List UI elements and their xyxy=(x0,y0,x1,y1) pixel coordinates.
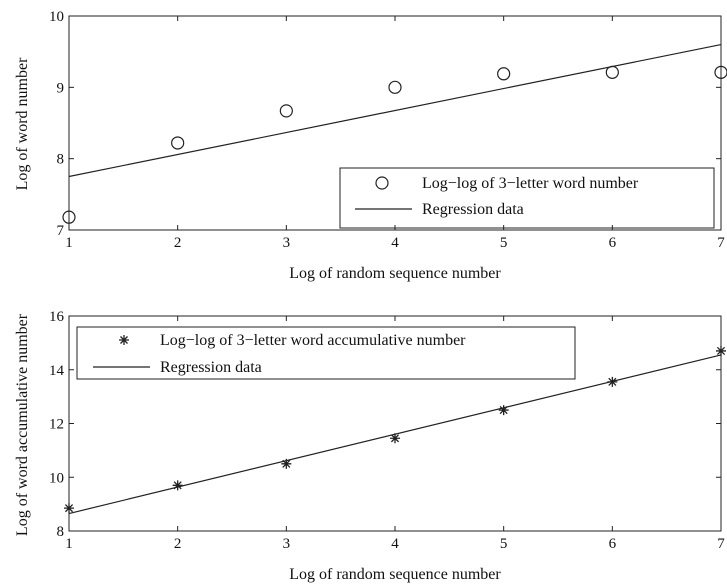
top-y-tick-label: 7 xyxy=(57,223,65,239)
bottom-y-tick-label: 14 xyxy=(49,363,65,379)
top-data-point xyxy=(171,136,185,150)
top-legend-circle-marker xyxy=(375,176,389,190)
top-plot-frame xyxy=(68,15,722,231)
bottom-data-point xyxy=(716,345,726,356)
top-legend: Log−log of 3−letter word number Regressi… xyxy=(339,167,715,229)
bottom-x-tick-label: 7 xyxy=(717,536,725,552)
bottom-data-point xyxy=(281,458,292,469)
top-y-tick-label: 9 xyxy=(57,80,65,96)
bottom-x-tick-label: 1 xyxy=(65,536,73,552)
bottom-legend-box xyxy=(76,326,576,380)
top-x-tick-label: 3 xyxy=(283,235,291,251)
top-x-tick-label: 7 xyxy=(717,235,725,251)
top-x-tick-label: 6 xyxy=(609,235,617,251)
bottom-data-point xyxy=(172,480,183,491)
bottom-legend-star-marker xyxy=(119,335,129,345)
bottom-legend-label-series-1: Log−log of 3−letter word accumulative nu… xyxy=(160,332,466,349)
top-data-point xyxy=(62,210,76,224)
bottom-legend-label-series-2: Regression data xyxy=(160,359,262,376)
top-y-tick-label: 8 xyxy=(57,152,65,168)
chart-top: Log of random sequence number Log of wor… xyxy=(14,9,727,282)
bottom-y-axis-label: Log of word accumulative number xyxy=(14,313,31,536)
bottom-data-point xyxy=(498,405,509,416)
bottom-y-tick-label: 16 xyxy=(49,309,65,325)
top-legend-label-series-2: Regression data xyxy=(422,201,524,218)
bottom-x-tick-label: 3 xyxy=(283,536,291,552)
top-data-point xyxy=(497,67,511,81)
bottom-regression-line xyxy=(68,354,722,515)
top-legend-label-series-1: Log−log of 3−letter word number xyxy=(422,175,639,192)
top-regression-line xyxy=(68,43,722,178)
bottom-x-tick-label: 6 xyxy=(609,536,617,552)
bottom-x-tick-label: 2 xyxy=(174,536,182,552)
top-data-point xyxy=(714,65,727,79)
bottom-data-point xyxy=(390,433,400,444)
top-legend-box xyxy=(339,167,715,229)
top-y-tick-label: 10 xyxy=(49,9,64,25)
top-data-point xyxy=(388,80,402,94)
bottom-x-axis-label: Log of random sequence number xyxy=(289,566,501,583)
bottom-data-point xyxy=(64,503,74,514)
chart-bottom: Log of random sequence number Log of wor… xyxy=(14,309,726,583)
top-x-axis-label: Log of random sequence number xyxy=(289,265,501,282)
top-x-tick-label: 1 xyxy=(65,235,73,251)
bottom-x-tick-label: 5 xyxy=(500,536,508,552)
top-data-point xyxy=(279,104,293,118)
bottom-y-tick-label: 12 xyxy=(49,417,64,433)
top-x-tick-label: 4 xyxy=(391,235,399,251)
top-data-point xyxy=(605,65,619,79)
top-x-tick-label: 2 xyxy=(174,235,182,251)
bottom-y-tick-label: 8 xyxy=(57,524,65,540)
top-x-tick-label: 5 xyxy=(500,235,508,251)
top-y-axis-label: Log of word number xyxy=(14,57,31,191)
bottom-legend: Log−log of 3−letter word accumulative nu… xyxy=(76,326,576,380)
bottom-y-tick-label: 10 xyxy=(49,470,64,486)
bottom-x-tick-label: 4 xyxy=(391,536,399,552)
